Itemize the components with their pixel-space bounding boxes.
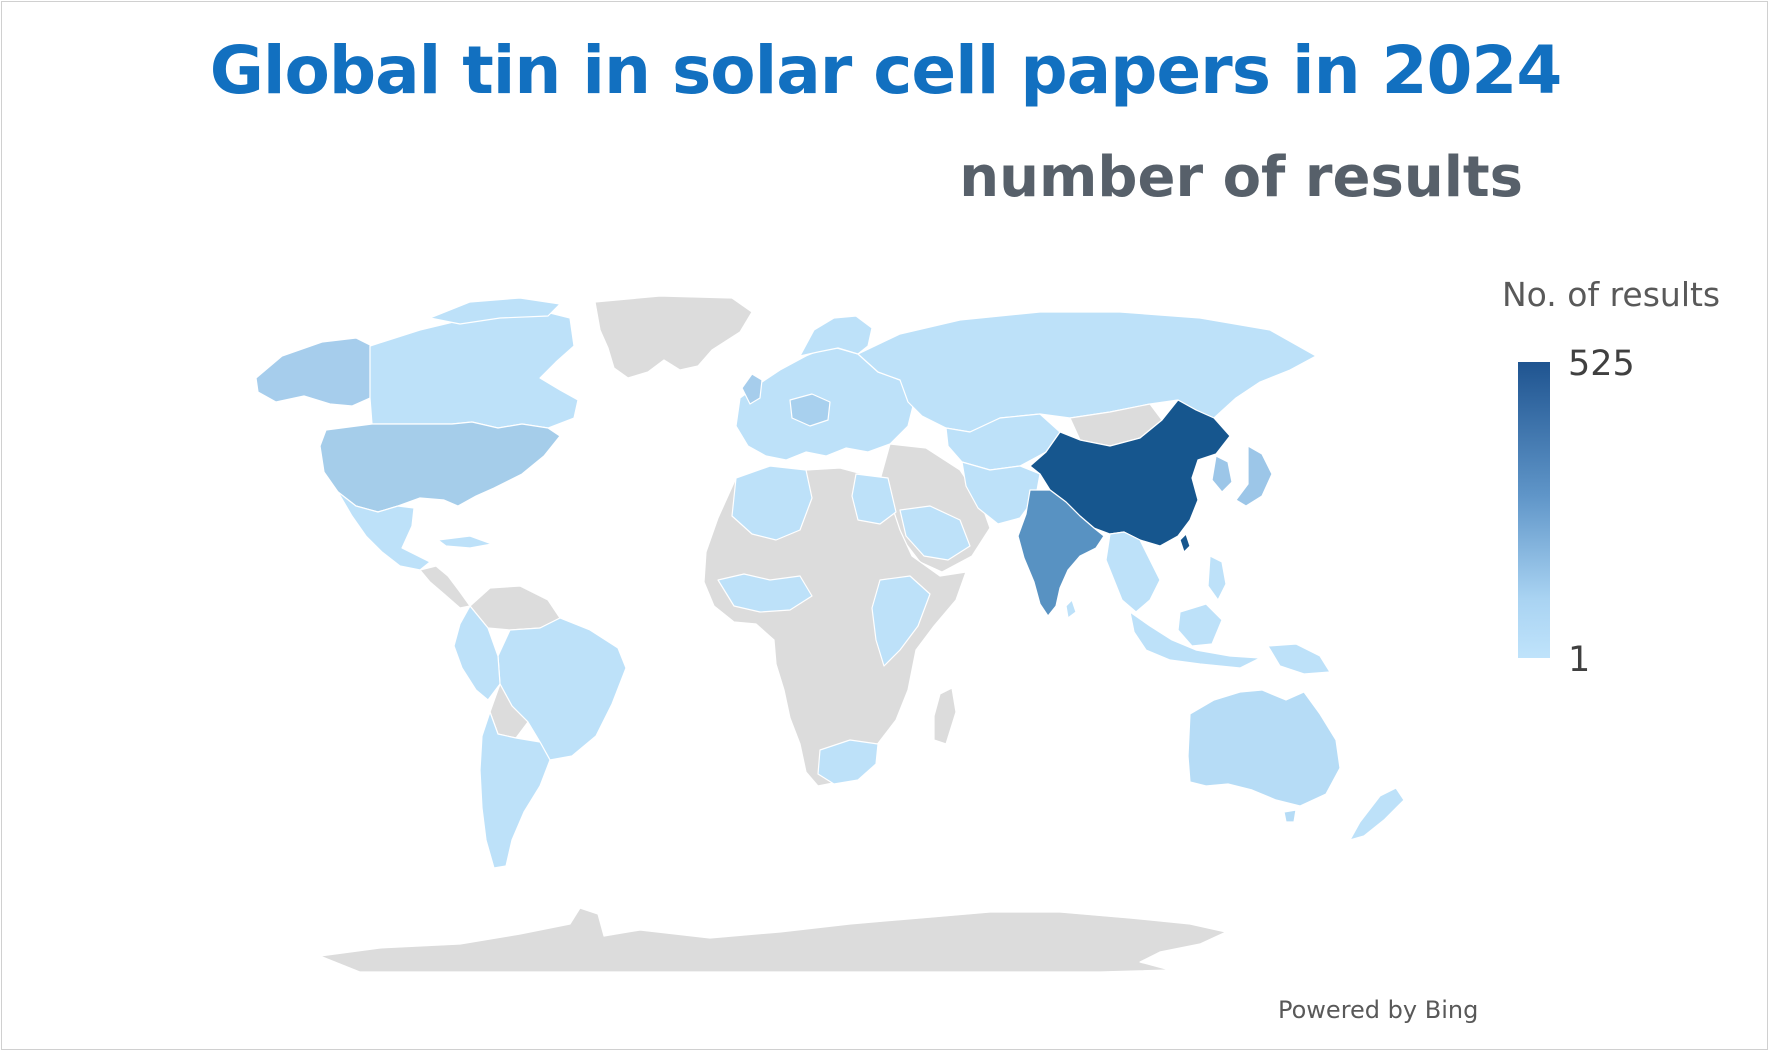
region-germany[interactable]	[789, 393, 831, 427]
region-south-africa[interactable]	[817, 739, 879, 785]
region-egypt[interactable]	[851, 473, 897, 525]
region-russia[interactable]	[857, 311, 1317, 433]
region-canada-islands[interactable]	[429, 297, 561, 325]
region-usa[interactable]	[319, 421, 561, 513]
region-north-africa[interactable]	[731, 465, 813, 541]
region-uk[interactable]	[741, 373, 763, 405]
region-borneo[interactable]	[1177, 603, 1223, 647]
region-east-africa[interactable]	[871, 575, 931, 667]
region-korea[interactable]	[1211, 455, 1233, 493]
region-taiwan[interactable]	[1179, 533, 1191, 553]
region-west-africa[interactable]	[717, 573, 813, 613]
region-alaska[interactable]	[255, 337, 373, 407]
region-sri-lanka[interactable]	[1065, 599, 1077, 619]
region-greenland[interactable]	[594, 295, 753, 379]
region-mexico[interactable]	[337, 491, 431, 571]
region-antarctica[interactable]	[319, 907, 1227, 973]
chart-subtitle: number of results	[959, 145, 1523, 210]
legend-min-label: 1	[1568, 640, 1591, 680]
region-cuba[interactable]	[437, 535, 493, 549]
region-japan[interactable]	[1235, 445, 1273, 507]
region-australia[interactable]	[1187, 689, 1341, 807]
region-southeast-asia[interactable]	[1105, 531, 1161, 613]
region-papua[interactable]	[1267, 643, 1331, 675]
legend-max-label: 525	[1568, 344, 1635, 384]
region-central-america[interactable]	[419, 565, 471, 609]
region-peru[interactable]	[453, 605, 501, 701]
legend-color-scale	[1518, 362, 1550, 658]
region-scandinavia[interactable]	[799, 315, 873, 357]
region-canada[interactable]	[369, 307, 579, 429]
region-indonesia[interactable]	[1129, 611, 1261, 669]
region-tasmania[interactable]	[1283, 809, 1297, 823]
region-argentina-chile[interactable]	[479, 711, 551, 869]
region-philippines[interactable]	[1207, 555, 1227, 601]
region-madagascar[interactable]	[933, 687, 957, 745]
chart-title: Global tin in solar cell papers in 2024	[209, 32, 1563, 109]
region-india[interactable]	[1017, 489, 1105, 617]
region-new-zealand[interactable]	[1349, 787, 1405, 841]
powered-by-credit: Powered by Bing	[1278, 996, 1479, 1024]
legend-title: No. of results	[1502, 275, 1721, 314]
region-saudi-arabia[interactable]	[899, 505, 971, 561]
